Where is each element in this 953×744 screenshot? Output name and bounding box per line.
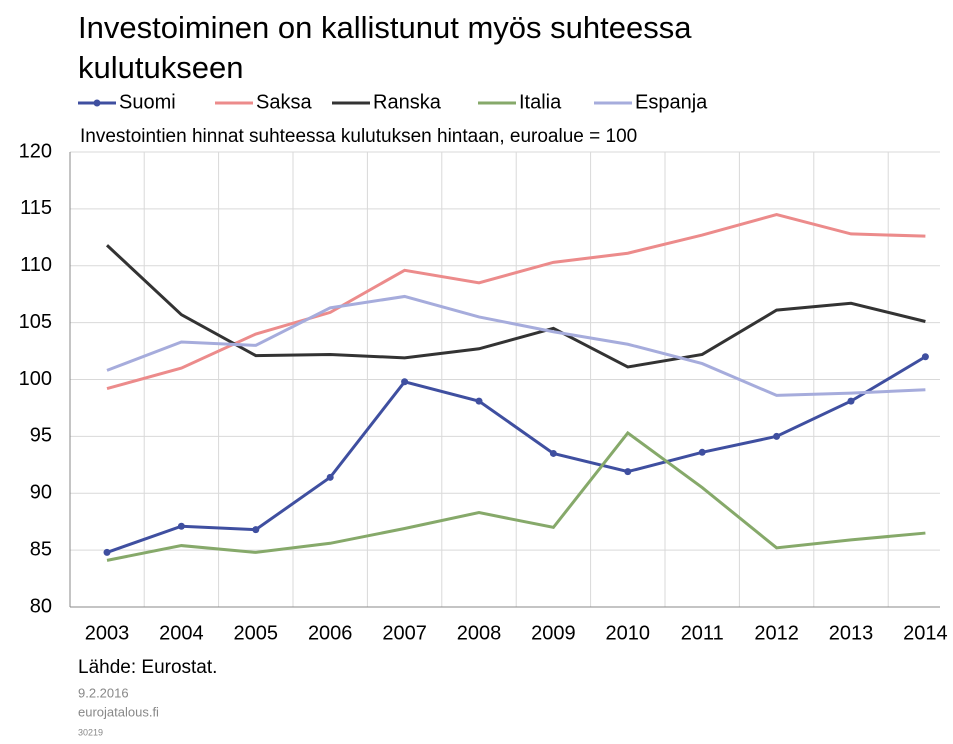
code: 30219: [78, 727, 103, 737]
point: [177, 522, 185, 530]
y-tick-label: 105: [19, 311, 52, 333]
legend-label: Ranska: [373, 91, 442, 113]
x-tick-label: 2008: [457, 622, 502, 644]
subtitle: Investointien hinnat suhteessa kulutukse…: [80, 126, 637, 147]
legend-label: Suomi: [119, 91, 176, 113]
y-tick-label: 120: [19, 140, 52, 162]
point: [326, 473, 334, 481]
site: eurojatalous.fi: [78, 704, 159, 719]
point: [624, 468, 632, 476]
y-tick-label: 95: [30, 425, 52, 447]
series-line: [106, 355, 927, 554]
series-line: [106, 213, 926, 391]
y-tick-label: 80: [30, 595, 52, 617]
point: [549, 449, 557, 457]
series-line: [106, 430, 926, 562]
point: [252, 526, 260, 534]
legend-label: Italia: [519, 91, 562, 113]
point: [103, 548, 111, 556]
x-tick-label: 2009: [531, 622, 576, 644]
series-line: [105, 244, 926, 369]
y-tick-label: 85: [30, 538, 52, 560]
x-tick-label: 2011: [681, 622, 724, 644]
x-tick-label: 2013: [829, 622, 874, 644]
y-tick-label: 110: [20, 254, 52, 276]
x-tick-label: 2012: [754, 622, 799, 644]
point: [773, 432, 781, 440]
x-tick-label: 2006: [308, 622, 353, 644]
series-line: [106, 294, 926, 397]
y-tick-label: 115: [20, 197, 52, 219]
y-tick-label: 100: [19, 368, 52, 390]
legend-marker: [93, 99, 101, 107]
x-tick-label: 2014: [903, 622, 948, 644]
point: [847, 397, 855, 405]
x-tick-label: 2007: [382, 622, 427, 644]
y-tick-label: 90: [30, 482, 52, 504]
x-tick-label: 2010: [606, 622, 651, 644]
point: [401, 378, 409, 386]
x-tick-label: 2003: [85, 622, 130, 644]
x-tick-label: 2005: [234, 622, 279, 644]
date: 9.2.2016: [78, 685, 129, 700]
x-tick-label: 2004: [159, 622, 204, 644]
point: [475, 397, 483, 405]
legend-label: Saksa: [256, 91, 312, 113]
point: [698, 448, 706, 456]
legend-label: Espanja: [635, 91, 708, 113]
chart-title: Investoiminen on kallistunut myös suhtee…: [78, 10, 692, 85]
source: Lähde: Eurostat.: [78, 657, 217, 678]
point: [921, 353, 929, 361]
